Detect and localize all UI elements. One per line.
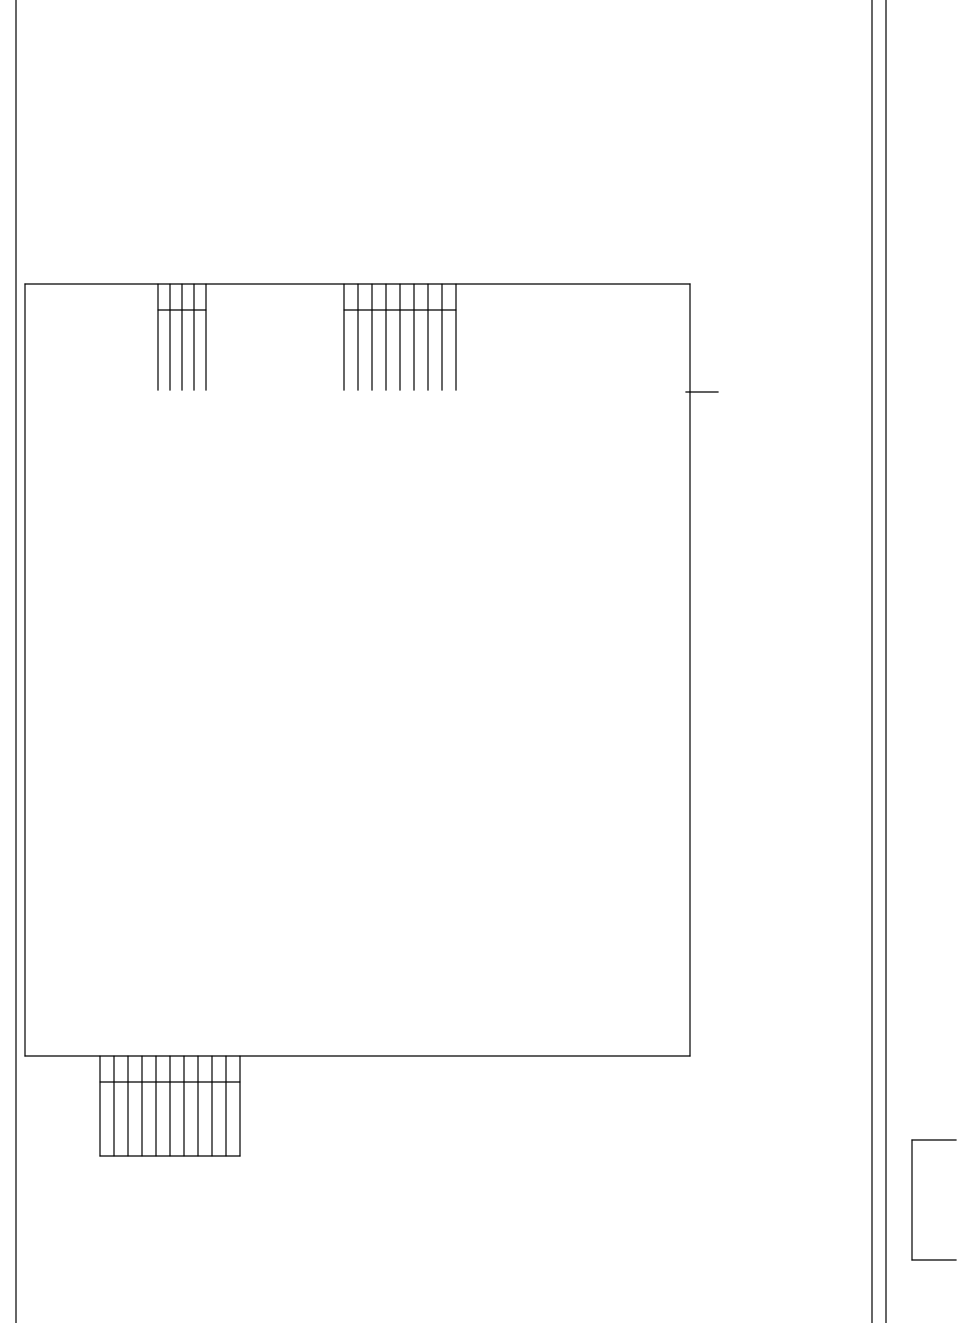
engineering-sketch: [0, 0, 978, 1323]
